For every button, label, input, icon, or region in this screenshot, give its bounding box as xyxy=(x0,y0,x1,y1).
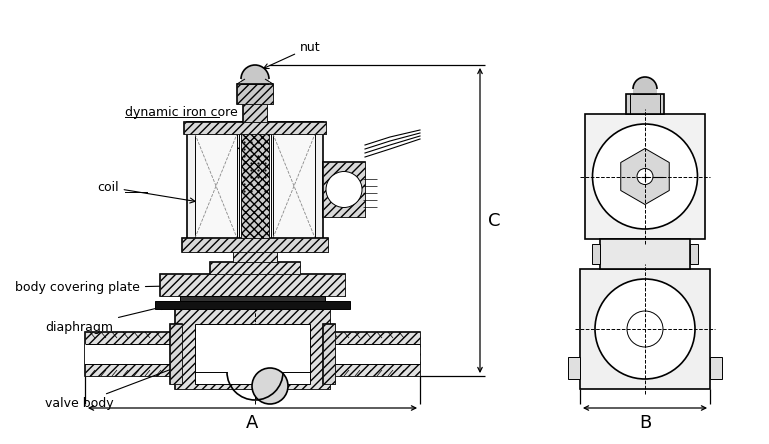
Text: dynamic iron core: dynamic iron core xyxy=(125,106,257,160)
Bar xyxy=(241,79,269,84)
Ellipse shape xyxy=(595,279,695,379)
Bar xyxy=(580,269,710,389)
Bar xyxy=(323,162,365,217)
Bar xyxy=(170,324,182,384)
Bar xyxy=(175,309,330,389)
Bar xyxy=(184,122,326,134)
Bar xyxy=(155,301,350,309)
Polygon shape xyxy=(621,148,669,205)
Bar xyxy=(182,238,328,252)
Bar xyxy=(273,134,315,238)
Bar xyxy=(237,84,273,104)
Bar xyxy=(323,324,335,384)
Bar xyxy=(592,244,600,264)
Bar xyxy=(182,238,328,252)
Bar xyxy=(323,162,365,217)
Bar xyxy=(243,104,267,122)
Text: coil: coil xyxy=(97,181,195,203)
Bar xyxy=(330,332,420,376)
Bar xyxy=(195,324,310,384)
Bar xyxy=(690,244,698,264)
Bar xyxy=(241,134,269,238)
Circle shape xyxy=(252,368,288,404)
Text: C: C xyxy=(488,211,501,230)
Bar xyxy=(195,134,237,238)
Bar xyxy=(180,296,325,301)
Bar xyxy=(175,309,330,389)
Bar xyxy=(626,94,664,114)
Bar xyxy=(85,344,175,364)
Text: diaphragm: diaphragm xyxy=(45,305,166,333)
Wedge shape xyxy=(633,77,657,89)
Bar xyxy=(239,124,271,247)
Bar xyxy=(237,84,273,104)
Bar xyxy=(710,357,722,379)
Bar xyxy=(243,104,267,122)
Circle shape xyxy=(637,169,653,185)
Text: A: A xyxy=(246,414,258,432)
Ellipse shape xyxy=(592,124,697,229)
Bar xyxy=(85,332,175,376)
Bar xyxy=(160,274,345,296)
Bar xyxy=(187,122,323,252)
Text: nut: nut xyxy=(264,40,321,68)
Bar xyxy=(210,262,300,274)
Bar xyxy=(210,262,300,274)
Text: body covering plate: body covering plate xyxy=(15,281,166,294)
Bar xyxy=(241,134,269,238)
Bar xyxy=(170,324,182,384)
Bar xyxy=(184,122,326,134)
Bar xyxy=(233,252,277,262)
Wedge shape xyxy=(241,65,269,79)
Text: B: B xyxy=(639,414,651,432)
Bar xyxy=(585,114,705,239)
Bar xyxy=(600,239,690,269)
Text: valve body: valve body xyxy=(45,365,181,411)
Bar xyxy=(160,274,345,296)
Bar xyxy=(568,357,580,379)
Bar xyxy=(85,332,175,376)
Circle shape xyxy=(627,311,663,347)
Bar xyxy=(330,332,420,376)
Bar xyxy=(330,344,420,364)
Bar xyxy=(233,252,277,262)
Bar xyxy=(633,89,657,94)
Bar xyxy=(323,324,335,384)
Circle shape xyxy=(326,171,362,207)
